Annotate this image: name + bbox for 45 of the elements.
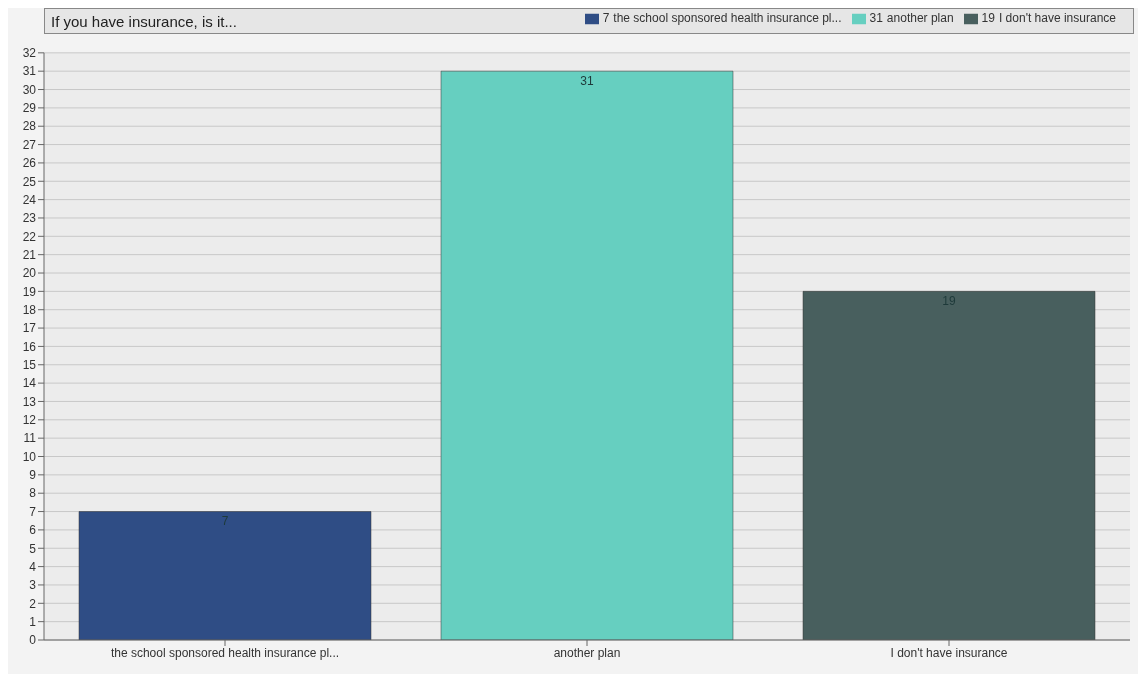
y-tick-label: 16: [22, 339, 37, 354]
y-tick-label: 17: [22, 321, 37, 336]
y-tick-label: 28: [22, 119, 37, 134]
y-tick-label: 12: [22, 413, 37, 428]
text: 31: [869, 11, 883, 25]
y-tick-label: 4: [29, 559, 37, 574]
text: 19: [981, 11, 995, 25]
y-tick-label: 26: [22, 156, 37, 171]
y-tick-label: 11: [23, 431, 37, 446]
x-tick-label: I don't have insurance: [890, 645, 1008, 660]
y-tick-label: 31: [22, 64, 37, 79]
data-label: 7: [221, 514, 229, 529]
y-tick-label: 18: [22, 302, 37, 317]
y-tick-label: 20: [22, 266, 37, 281]
y-tick-label: 2: [29, 596, 37, 611]
y-tick-label: 21: [22, 247, 37, 262]
x-tick-label: another plan: [553, 645, 621, 660]
data-label: 31: [580, 73, 594, 88]
y-tick-label: 8: [29, 486, 37, 501]
y-tick-label: 32: [22, 46, 37, 61]
y-tick-label: 19: [22, 284, 37, 299]
y-tick-label: 13: [22, 394, 37, 409]
y-tick-label: 30: [22, 82, 37, 97]
text: 7: [602, 11, 610, 25]
legend-label: the school sponsored health insurance pl...: [613, 11, 842, 25]
y-tick-label: 29: [22, 101, 37, 116]
y-tick-label: 7: [29, 504, 37, 519]
chart-title: If you have insurance, is it...: [51, 12, 237, 30]
y-tick-label: 15: [22, 358, 37, 373]
y-tick-label: 1: [29, 614, 37, 629]
y-tick-label: 23: [22, 211, 37, 226]
y-tick-label: 0: [29, 633, 37, 648]
y-tick-label: 24: [22, 192, 37, 207]
y-tick-label: 14: [22, 376, 37, 391]
legend-label: I don't have insurance: [998, 11, 1116, 25]
y-tick-label: 10: [22, 449, 37, 464]
legend-label: another plan: [886, 11, 954, 25]
y-tick-label: 27: [22, 137, 37, 152]
y-tick-label: 9: [29, 468, 37, 483]
y-tick-label: 6: [29, 523, 37, 538]
y-tick-label: 5: [29, 541, 37, 556]
y-tick-label: 3: [29, 578, 37, 593]
y-tick-label: 25: [22, 174, 37, 189]
y-tick-label: 22: [22, 229, 37, 244]
x-tick-label: the school sponsored health insurance pl...: [110, 645, 340, 660]
